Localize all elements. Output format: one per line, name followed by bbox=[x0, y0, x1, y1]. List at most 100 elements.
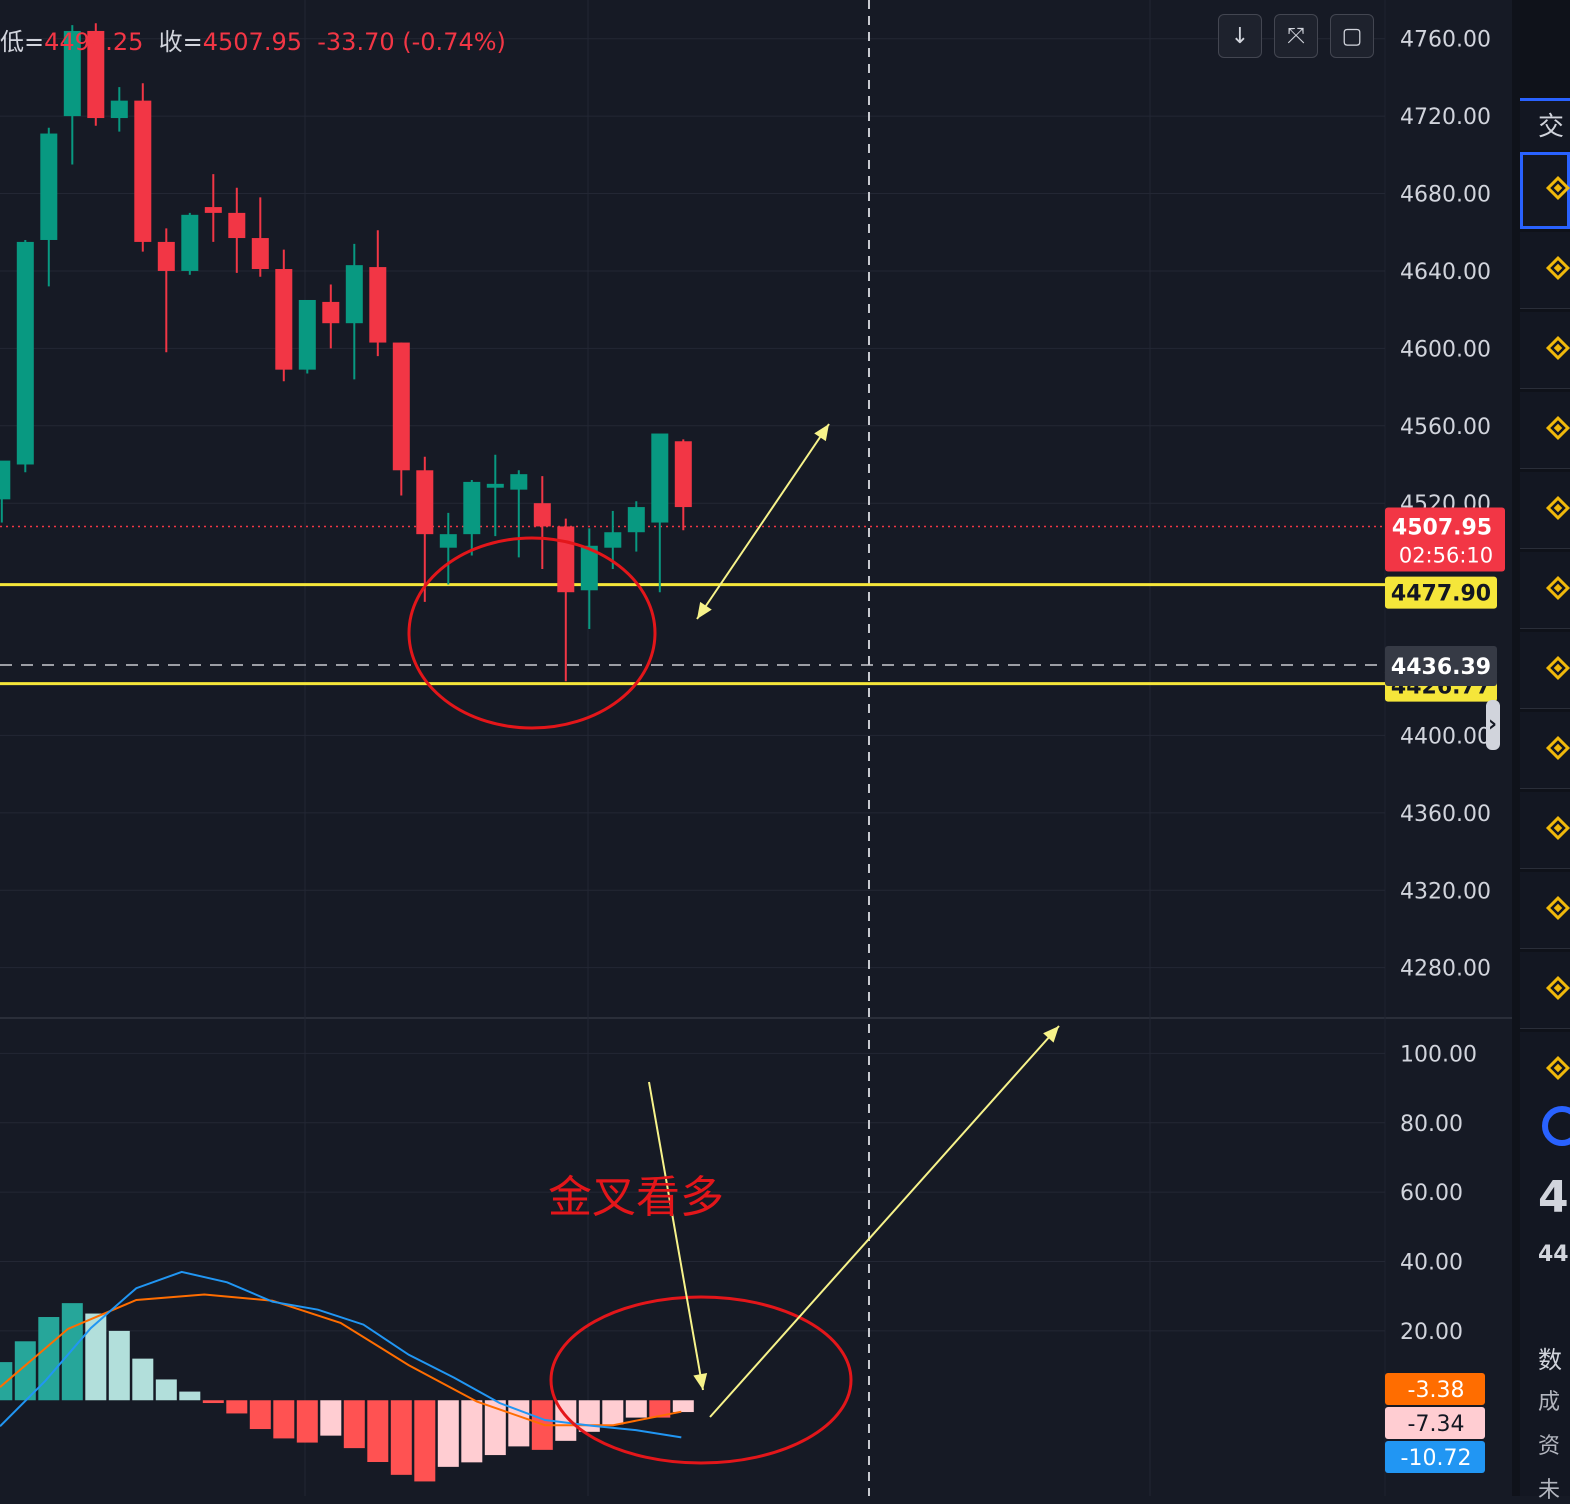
macd-tick-label-3: 40.00 bbox=[1400, 1251, 1463, 1276]
sidebar-tab[interactable]: 交 bbox=[1520, 98, 1570, 150]
sidebar-watchlist-row[interactable] bbox=[1520, 312, 1570, 389]
macd-hist-bar-21 bbox=[484, 1400, 506, 1456]
macd-value-tag-1-text: -7.34 bbox=[1408, 1412, 1465, 1437]
annotation-arrow-up-shaft bbox=[709, 1025, 1060, 1418]
candle-body-15 bbox=[345, 265, 363, 324]
candle-body-4 bbox=[87, 30, 105, 119]
binance-diamond-icon bbox=[1545, 975, 1570, 1001]
candle-body-29 bbox=[674, 441, 692, 508]
sidebar-watchlist-row[interactable] bbox=[1520, 232, 1570, 309]
annotation-arrow-price-tail-head bbox=[697, 601, 712, 619]
main-tick-label-0: 4760.00 bbox=[1400, 28, 1491, 53]
collapse-button[interactable]: ⤧ bbox=[1274, 14, 1318, 58]
annotation-arrow-up-head bbox=[1043, 1026, 1059, 1043]
close-label: 收= bbox=[158, 28, 203, 56]
sidebar-label-funds: 资 bbox=[1538, 1434, 1561, 1459]
last-price-tag-text: 4507.95 bbox=[1392, 516, 1492, 541]
candle-body-10 bbox=[228, 212, 246, 239]
macd-value-tag-0-text: -3.38 bbox=[1408, 1378, 1465, 1403]
sidebar-watchlist-row[interactable] bbox=[1520, 872, 1570, 949]
sidebar-price-small: 44 bbox=[1538, 1242, 1569, 1267]
macd-hist-bar-12 bbox=[273, 1400, 295, 1439]
candle-body-7 bbox=[157, 241, 175, 271]
change-pct: (-0.74%) bbox=[402, 28, 506, 56]
low-label: 低= bbox=[0, 28, 45, 56]
candle-body-21 bbox=[486, 483, 504, 488]
macd-value-tag-1-bg bbox=[1385, 1407, 1485, 1439]
candle-body-6 bbox=[134, 100, 152, 242]
sidebar-watchlist-row[interactable] bbox=[1520, 632, 1570, 709]
macd-value-tag-2-text: -10.72 bbox=[1401, 1446, 1472, 1471]
main-tick-label-1: 4720.00 bbox=[1400, 105, 1491, 130]
macd-hist-bar-14 bbox=[320, 1400, 342, 1436]
macd-hist-bar-16 bbox=[367, 1400, 389, 1463]
candle-body-23 bbox=[533, 503, 551, 527]
annotation-arrow-price-head bbox=[814, 424, 829, 442]
sidebar-watchlist-row[interactable] bbox=[1520, 952, 1570, 1029]
signal-line bbox=[0, 1293, 682, 1427]
main-tick-label-10: 4280.00 bbox=[1400, 957, 1491, 982]
axis-scroll-handle bbox=[1486, 700, 1500, 750]
macd-hist-bar-18 bbox=[414, 1400, 436, 1482]
sidebar-watchlist-row[interactable] bbox=[1520, 472, 1570, 549]
binance-diamond-icon bbox=[1545, 175, 1570, 201]
candle-body-24 bbox=[557, 526, 575, 593]
sidebar-watchlist-row[interactable] bbox=[1520, 712, 1570, 789]
collapse-icon: ⤧ bbox=[1287, 24, 1305, 49]
main-tick-label-8: 4360.00 bbox=[1400, 802, 1491, 827]
macd-hist-bar-2 bbox=[38, 1317, 60, 1401]
macd-tick-label-0: 100.00 bbox=[1400, 1042, 1477, 1067]
candle-body-17 bbox=[392, 342, 410, 471]
binance-diamond-icon bbox=[1545, 255, 1570, 281]
main-tick-label-5: 4560.00 bbox=[1400, 415, 1491, 440]
macd-value-tag-2-bg bbox=[1385, 1441, 1485, 1473]
macd-hist-bar-15 bbox=[343, 1400, 365, 1449]
candle-body-13 bbox=[298, 299, 316, 370]
candle-body-5 bbox=[110, 100, 128, 119]
macd-value-tag-0-bg bbox=[1385, 1373, 1485, 1405]
candle-body-0 bbox=[0, 460, 11, 500]
macd-hist-bar-1 bbox=[14, 1341, 36, 1401]
candle-body-19 bbox=[439, 534, 457, 548]
sidebar-watchlist-row[interactable] bbox=[1520, 792, 1570, 869]
macd-hist-bar-20 bbox=[461, 1400, 483, 1463]
candle-body-26 bbox=[604, 532, 622, 548]
close-value: 4507.95 bbox=[202, 28, 302, 56]
fullscreen-icon: ▢ bbox=[1341, 24, 1363, 49]
candle-body-8 bbox=[181, 214, 199, 271]
candle-body-2 bbox=[40, 133, 58, 240]
candle-body-11 bbox=[251, 238, 269, 270]
binance-diamond-icon bbox=[1545, 335, 1570, 361]
macd-hist-bar-28 bbox=[649, 1400, 671, 1418]
binance-diamond-icon bbox=[1545, 895, 1570, 921]
binance-diamond-icon bbox=[1545, 655, 1570, 681]
fullscreen-button[interactable]: ▢ bbox=[1330, 14, 1374, 58]
sidebar-watchlist-row[interactable] bbox=[1520, 552, 1570, 629]
macd-hist-bar-6 bbox=[132, 1358, 154, 1401]
sidebar-label-open: 未 bbox=[1538, 1478, 1561, 1503]
macd-hist-bar-3 bbox=[61, 1303, 83, 1401]
binance-diamond-icon bbox=[1545, 415, 1570, 441]
main-tick-label-2: 4680.00 bbox=[1400, 183, 1491, 208]
candle-body-1 bbox=[16, 241, 34, 465]
sidebar-watchlist-row[interactable] bbox=[1520, 392, 1570, 469]
right-sidebar: 交 4 44 数 成 资 未 bbox=[1512, 0, 1570, 1503]
annotation-arrow-down-head bbox=[693, 1373, 708, 1390]
annotation-ellipse-candles bbox=[407, 536, 657, 730]
sidebar-watchlist-row[interactable] bbox=[1520, 152, 1570, 229]
candle-body-25 bbox=[580, 545, 598, 591]
download-button[interactable]: ↓ bbox=[1218, 14, 1262, 58]
candle-body-27 bbox=[627, 507, 645, 533]
binance-diamond-icon bbox=[1545, 495, 1570, 521]
macd-hist-bar-29 bbox=[672, 1400, 694, 1413]
axis-scroll-chevron-icon: › bbox=[1488, 712, 1497, 737]
candle-body-12 bbox=[275, 269, 293, 370]
support-tag-0-text: 4477.90 bbox=[1391, 582, 1491, 607]
binance-diamond-icon bbox=[1545, 815, 1570, 841]
macd-tick-label-1: 80.00 bbox=[1400, 1112, 1463, 1137]
annotation-arrow-price-shaft bbox=[696, 423, 830, 620]
sidebar-label-data: 数 bbox=[1538, 1346, 1562, 1374]
low-value: 4494.25 bbox=[44, 28, 144, 56]
